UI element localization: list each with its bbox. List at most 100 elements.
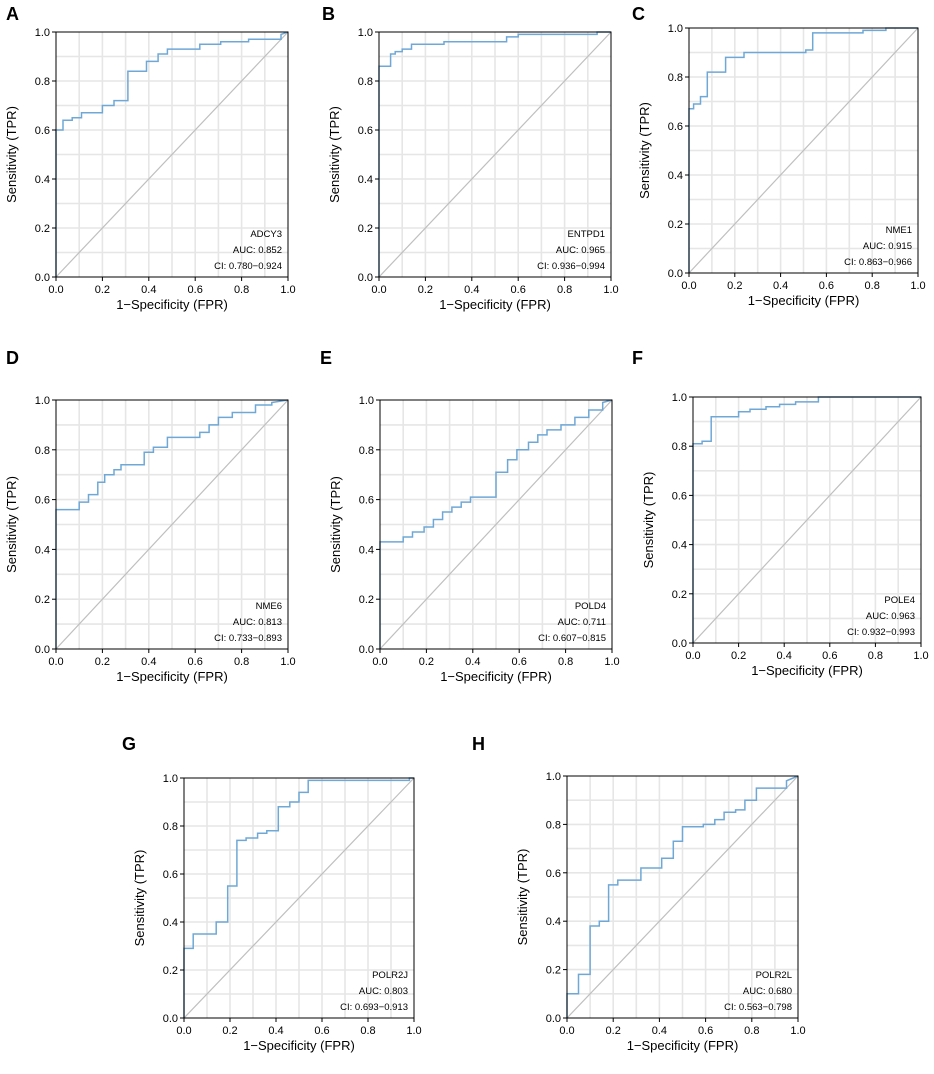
- y-tick-label: 0.6: [668, 121, 683, 133]
- y-tick-label: 0.4: [358, 174, 373, 186]
- roc-curve: [566, 775, 799, 1018]
- x-tick-label: 0.8: [557, 284, 572, 296]
- ci-label: CI: 0.693−0.913: [340, 1002, 408, 1013]
- plot-frame: [566, 775, 799, 1019]
- plot-frame: [379, 399, 613, 650]
- y-axis-title: Sensitivity (TPR): [328, 476, 343, 573]
- x-tick-label: 0.4: [465, 656, 480, 668]
- x-tick-label: 0.0: [685, 650, 700, 662]
- y-tick-label: 0.6: [359, 495, 374, 507]
- roc-panel-h: 0.00.0 0.2 0.2 0.4 0.4 0.6 0.6 0.8 0.8 1.0 1.0 1−Sp…: [472, 734, 806, 1053]
- reference-diagonal: [692, 396, 922, 644]
- panel-letter: C: [632, 4, 645, 24]
- y-tick-label: 1.0: [359, 395, 374, 407]
- y-tick-label: 0.4: [35, 544, 50, 556]
- reference-diagonal: [566, 775, 799, 1019]
- x-tick-label: 0.8: [234, 284, 249, 296]
- x-tick-label: 0.6: [698, 1025, 713, 1037]
- y-tick-label: 0.8: [672, 441, 687, 453]
- auc-label: AUC: 0.915: [863, 241, 912, 252]
- x-tick-label: 0.4: [268, 1025, 283, 1037]
- y-tick-label: 0.8: [546, 819, 561, 831]
- roc-curve: [55, 399, 289, 649]
- x-tick-label: 1.0: [280, 284, 295, 296]
- x-tick-label: 0.0: [681, 280, 696, 292]
- roc-panel-g: 0.00.0 0.2 0.2 0.4 0.4 0.6 0.6 0.8 0.8 1.0 1.0 1−Sp…: [122, 734, 422, 1053]
- x-tick-label: 0.4: [141, 284, 156, 296]
- auc-label: AUC: 0.711: [558, 617, 606, 628]
- y-tick-label: 0.8: [668, 72, 683, 84]
- x-tick-label: 0.8: [868, 650, 883, 662]
- x-axis-title: 1−Specificity (FPR): [627, 1038, 739, 1053]
- ci-label: CI: 0.780−0.924: [214, 261, 282, 272]
- plot-frame: [688, 27, 919, 274]
- x-tick-label: 0.8: [865, 280, 880, 292]
- x-tick-label: 0.8: [234, 656, 249, 668]
- y-axis-title: Sensitivity (TPR): [4, 106, 19, 203]
- x-tick-label: 0.8: [558, 656, 573, 668]
- x-tick-label: 0.6: [512, 656, 527, 668]
- x-tick-label: 0.8: [360, 1025, 375, 1037]
- y-tick-label: 0.8: [35, 445, 50, 457]
- auc-label: AUC: 0.803: [359, 986, 408, 997]
- roc-curve: [378, 31, 611, 277]
- reference-diagonal: [378, 31, 612, 278]
- roc-curve: [379, 399, 613, 649]
- gene-label: NME6: [256, 601, 282, 612]
- auc-label: AUC: 0.852: [233, 245, 282, 256]
- x-tick-label: 1.0: [913, 650, 928, 662]
- y-tick-label: 0.2: [163, 965, 178, 977]
- ci-label: CI: 0.863−0.966: [844, 257, 912, 268]
- plot-frame: [692, 396, 922, 644]
- x-tick-label: 0.2: [95, 656, 110, 668]
- x-tick-label: 1.0: [603, 284, 618, 296]
- y-tick-label: 1.0: [546, 771, 561, 783]
- y-tick-label: 0.6: [35, 125, 50, 137]
- plot-frame: [183, 777, 415, 1019]
- x-tick-label: 1.0: [406, 1025, 421, 1037]
- x-tick-label: 0.2: [418, 284, 433, 296]
- x-tick-label: 0.2: [727, 280, 742, 292]
- y-tick-label: 0.6: [546, 868, 561, 880]
- y-tick-label: 0.2: [35, 594, 50, 606]
- plot-frame: [55, 399, 289, 650]
- roc-curve: [183, 777, 414, 1018]
- x-axis-title: 1−Specificity (FPR): [751, 663, 863, 678]
- plot-frame: [55, 31, 289, 278]
- x-axis-title: 1−Specificity (FPR): [116, 297, 228, 312]
- x-tick-label: 1.0: [910, 280, 925, 292]
- y-axis-title: Sensitivity (TPR): [132, 850, 147, 947]
- plot-frame: [378, 31, 612, 278]
- y-tick-label: 0.4: [546, 916, 561, 928]
- y-axis-title: Sensitivity (TPR): [515, 849, 530, 946]
- ci-label: CI: 0.607−0.815: [538, 633, 606, 644]
- y-tick-label: 0.8: [35, 76, 50, 88]
- x-axis-title: 1−Specificity (FPR): [439, 297, 551, 312]
- x-tick-label: 0.2: [95, 284, 110, 296]
- y-tick-label: 0.0: [358, 272, 373, 284]
- y-tick-label: 0.2: [668, 219, 683, 231]
- x-tick-label: 0.0: [48, 284, 63, 296]
- roc-panel-c: 0.00.0 0.2 0.2 0.4 0.4 0.6 0.6 0.8 0.8 1.0 1.0 1−Sp…: [632, 4, 926, 308]
- x-axis-title: 1−Specificity (FPR): [440, 669, 552, 684]
- y-tick-label: 0.4: [163, 917, 178, 929]
- y-tick-label: 0.4: [35, 174, 50, 186]
- auc-label: AUC: 0.813: [233, 617, 282, 628]
- y-tick-label: 1.0: [35, 27, 50, 39]
- roc-panel-a: 0.00.0 0.2 0.2 0.4 0.4 0.6 0.6 0.8 0.8 1.0 1.0 1−Sp…: [4, 4, 296, 312]
- ci-label: CI: 0.936−0.994: [537, 261, 605, 272]
- y-tick-label: 0.6: [163, 869, 178, 881]
- y-tick-label: 1.0: [672, 392, 687, 404]
- y-tick-label: 0.0: [35, 272, 50, 284]
- y-tick-label: 0.0: [35, 644, 50, 656]
- x-tick-label: 0.0: [48, 656, 63, 668]
- y-tick-label: 0.6: [35, 495, 50, 507]
- roc-curve: [688, 27, 918, 273]
- y-tick-label: 0.4: [668, 170, 683, 182]
- x-tick-label: 1.0: [280, 656, 295, 668]
- y-tick-label: 0.2: [358, 223, 373, 235]
- auc-label: AUC: 0.965: [556, 245, 605, 256]
- roc-panel-e: 0.00.0 0.2 0.2 0.4 0.4 0.6 0.6 0.8 0.8 1.0 1.0 1−Sp…: [320, 348, 620, 684]
- x-tick-label: 0.0: [372, 656, 387, 668]
- x-tick-label: 1.0: [790, 1025, 805, 1037]
